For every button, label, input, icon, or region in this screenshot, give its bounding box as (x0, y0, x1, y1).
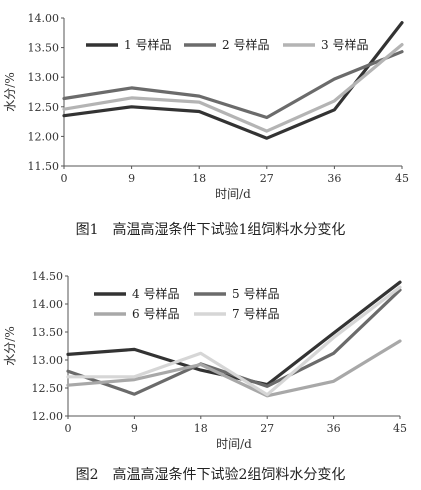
chart-2-x-tick-label: 27 (260, 422, 274, 435)
chart-1-y-tick-label: 12.50 (28, 101, 60, 114)
chart-1: 11.50 12.00 12.50 13.00 13.50 14.00 0 9 18 27 36 45… (3, 12, 409, 201)
chart-2-x-axis-label: 时间/d (216, 437, 252, 451)
chart-1-y-axis-label: 水分/% (3, 72, 17, 111)
chart-2-legend-label-2: 5 号样品 (232, 286, 279, 301)
chart-1-series-line-1 (62, 21, 404, 140)
chart-1-series-line-3 (62, 42, 404, 133)
chart-2-y-tick-label: 12.00 (32, 410, 64, 423)
chart-2-series-line-1 (66, 280, 402, 387)
chart-2-x-tick-label: 36 (327, 422, 341, 435)
chart-2-series-line-4 (66, 285, 402, 397)
chart-2-legend-label-3: 6 号样品 (132, 306, 179, 321)
chart-2-y-axis-label: 水分/% (3, 326, 17, 365)
chart-1-y-tick-label: 11.50 (28, 160, 60, 173)
chart-1-x-tick-label: 18 (192, 172, 206, 185)
chart-1-y-tick-label: 13.00 (28, 71, 60, 84)
chart-1-legend-label-3: 3 号样品 (321, 37, 368, 52)
chart-1-caption: 图1 高温高湿条件下试验1组饲料水分变化 (75, 222, 346, 238)
chart-2-x-tick-label: 45 (393, 422, 407, 435)
chart-2-x-tick-label: 18 (194, 422, 208, 435)
chart-1-x-tick-label: 0 (61, 172, 68, 185)
chart-1-x-tick-label: 36 (327, 172, 341, 185)
chart-2-y-tick-label: 13.50 (32, 326, 64, 339)
chart-1-series-line-2 (62, 50, 404, 120)
chart-2-y-tick-label: 14.50 (32, 270, 64, 283)
chart-1-x-tick-label: 9 (128, 172, 135, 185)
chart-1-legend-label-2: 2 号样品 (222, 37, 269, 52)
chart-1-y-tick-label: 12.00 (28, 130, 60, 143)
chart-2-y-tick-label: 12.50 (32, 382, 64, 395)
chart-2-series-line-3 (66, 339, 402, 398)
chart-2-caption: 图2 高温高湿条件下试验2组饲料水分变化 (75, 467, 346, 483)
chart-2-legend-label-4: 7 号样品 (232, 306, 279, 321)
chart-2-legend-label-1: 4 号样品 (132, 286, 179, 301)
chart-1-x-tick-label: 45 (395, 172, 409, 185)
chart-2: 12.00 12.50 13.00 13.50 14.00 14.50 0 9 18 27 36 45… (3, 270, 407, 451)
chart-1-y-tick-label: 13.50 (28, 42, 60, 55)
chart-2-x-tick-label: 0 (65, 422, 72, 435)
chart-2-x-tick-label: 9 (131, 422, 138, 435)
chart-1-x-axis-label: 时间/d (215, 187, 251, 201)
chart-1-legend-label-1: 1 号样品 (124, 37, 171, 52)
chart-2-y-tick-label: 13.00 (32, 354, 64, 367)
chart-1-y-tick-label: 14.00 (28, 12, 60, 25)
chart-2-y-tick-label: 14.00 (32, 298, 64, 311)
chart-1-x-tick-label: 27 (260, 172, 274, 185)
